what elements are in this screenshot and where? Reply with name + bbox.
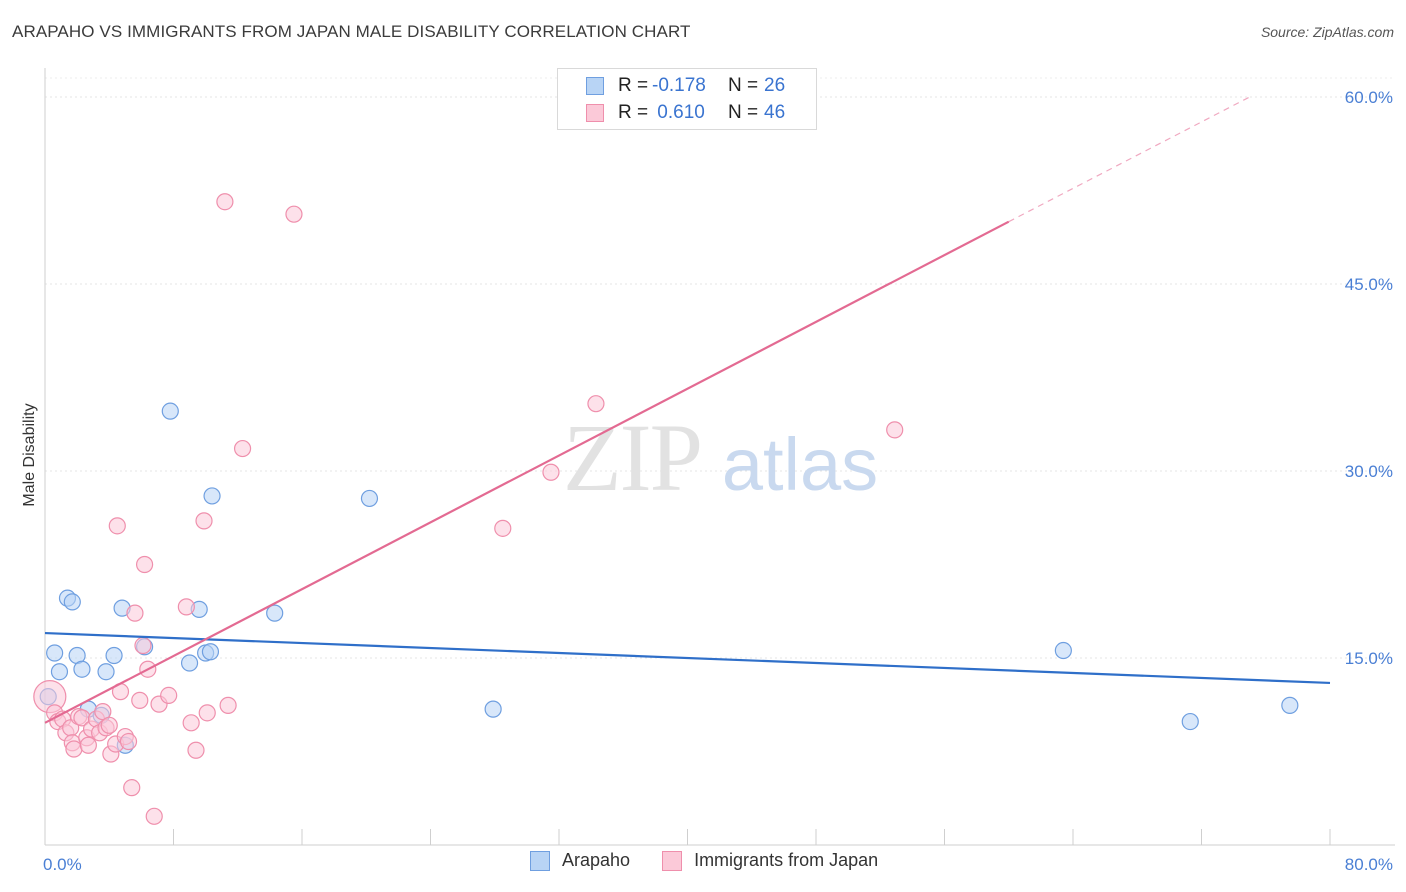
legend-row-japan: R = 0.610 N = 46	[558, 100, 785, 126]
point-arapaho	[161, 402, 179, 420]
y-tick-label: 30.0%	[1345, 462, 1393, 481]
series-label-japan: Immigrants from Japan	[694, 850, 879, 870]
source-label: Source: ZipAtlas.com	[1260, 24, 1394, 40]
point-japan	[123, 779, 141, 797]
watermark: ZIP atlas	[563, 404, 878, 511]
point-japan	[285, 205, 303, 223]
point-japan	[177, 598, 195, 616]
series-legend-japan[interactable]: Immigrants from Japan	[662, 850, 878, 871]
point-arapaho	[1181, 712, 1199, 731]
trend-lines	[44, 96, 1331, 724]
trend-line-arapaho	[44, 631, 1331, 685]
point-japan	[108, 517, 126, 535]
legend-r-value: 0.610	[652, 102, 705, 123]
x-tick-label: 80.0%	[1345, 855, 1393, 874]
legend-n-label: N =	[728, 75, 759, 96]
point-japan	[119, 732, 138, 751]
legend-n-value: 46	[764, 102, 786, 123]
watermark-atlas: atlas	[722, 423, 878, 506]
point-arapaho	[266, 604, 284, 622]
point-japan	[233, 439, 252, 458]
point-japan	[542, 463, 560, 481]
point-japan	[886, 421, 904, 439]
point-arapaho	[46, 644, 64, 662]
point-japan	[131, 691, 149, 709]
point-japan	[135, 555, 154, 574]
point-arapaho	[1281, 696, 1299, 714]
tick-labels: 15.0% 30.0% 45.0% 60.0% 0.0% 80.0%	[43, 88, 1393, 874]
point-japan	[182, 714, 200, 732]
legend-n-label: N =	[728, 102, 759, 123]
point-arapaho	[203, 487, 221, 505]
series-label-arapaho: Arapaho	[562, 850, 631, 870]
legend-r-value: -0.178	[652, 75, 706, 96]
point-japan	[216, 193, 234, 211]
data-points	[33, 193, 1299, 825]
trend-line-japan	[44, 220, 1010, 724]
point-arapaho	[1054, 641, 1072, 660]
point-arapaho	[50, 663, 69, 681]
legend-swatch-arapaho	[586, 77, 604, 95]
point-arapaho	[73, 660, 91, 678]
point-arapaho	[180, 654, 199, 672]
point-arapaho	[201, 643, 220, 661]
legend-n-value: 26	[764, 75, 786, 96]
point-japan	[187, 741, 205, 759]
point-japan	[100, 716, 118, 734]
point-japan	[219, 696, 237, 714]
point-arapaho	[484, 700, 502, 718]
legend-swatch-japan	[586, 104, 604, 122]
point-arapaho	[97, 663, 115, 681]
point-japan	[198, 704, 216, 722]
point-arapaho	[105, 646, 123, 665]
series-legend-arapaho[interactable]: Arapaho	[530, 850, 630, 871]
point-japan	[145, 807, 163, 825]
point-arapaho	[360, 489, 379, 508]
point-japan	[494, 519, 512, 537]
legend-r-label: R =	[618, 75, 649, 96]
point-arapaho	[63, 593, 81, 611]
point-japan	[195, 512, 213, 530]
point-japan	[160, 686, 178, 705]
y-tick-label: 15.0%	[1345, 649, 1393, 668]
point-japan	[126, 604, 144, 622]
point-japan	[79, 736, 97, 754]
legend-row-arapaho: R = -0.178 N = 26	[558, 73, 785, 99]
series-swatch-arapaho	[530, 850, 550, 871]
point-japan	[134, 636, 152, 655]
axes	[44, 68, 1395, 846]
series-legend: Arapaho Immigrants from Japan	[530, 850, 910, 871]
stats-legend: R = -0.178 N = 26 R = 0.610 N = 46	[557, 68, 817, 130]
watermark-zip: ZIP	[563, 404, 701, 511]
y-tick-label: 60.0%	[1345, 88, 1393, 107]
chart-title: ARAPAHO VS IMMIGRANTS FROM JAPAN MALE DI…	[12, 22, 691, 41]
y-tick-label: 45.0%	[1345, 275, 1393, 294]
series-swatch-japan	[662, 850, 683, 871]
grid	[45, 77, 1395, 659]
x-tick-label: 0.0%	[43, 855, 82, 874]
y-axis-label: Male Disability	[21, 403, 38, 506]
trend-line-japan-extrapolated	[1008, 96, 1250, 223]
legend-r-label: R =	[618, 102, 649, 123]
point-japan	[587, 395, 605, 413]
point-japan	[65, 740, 83, 758]
